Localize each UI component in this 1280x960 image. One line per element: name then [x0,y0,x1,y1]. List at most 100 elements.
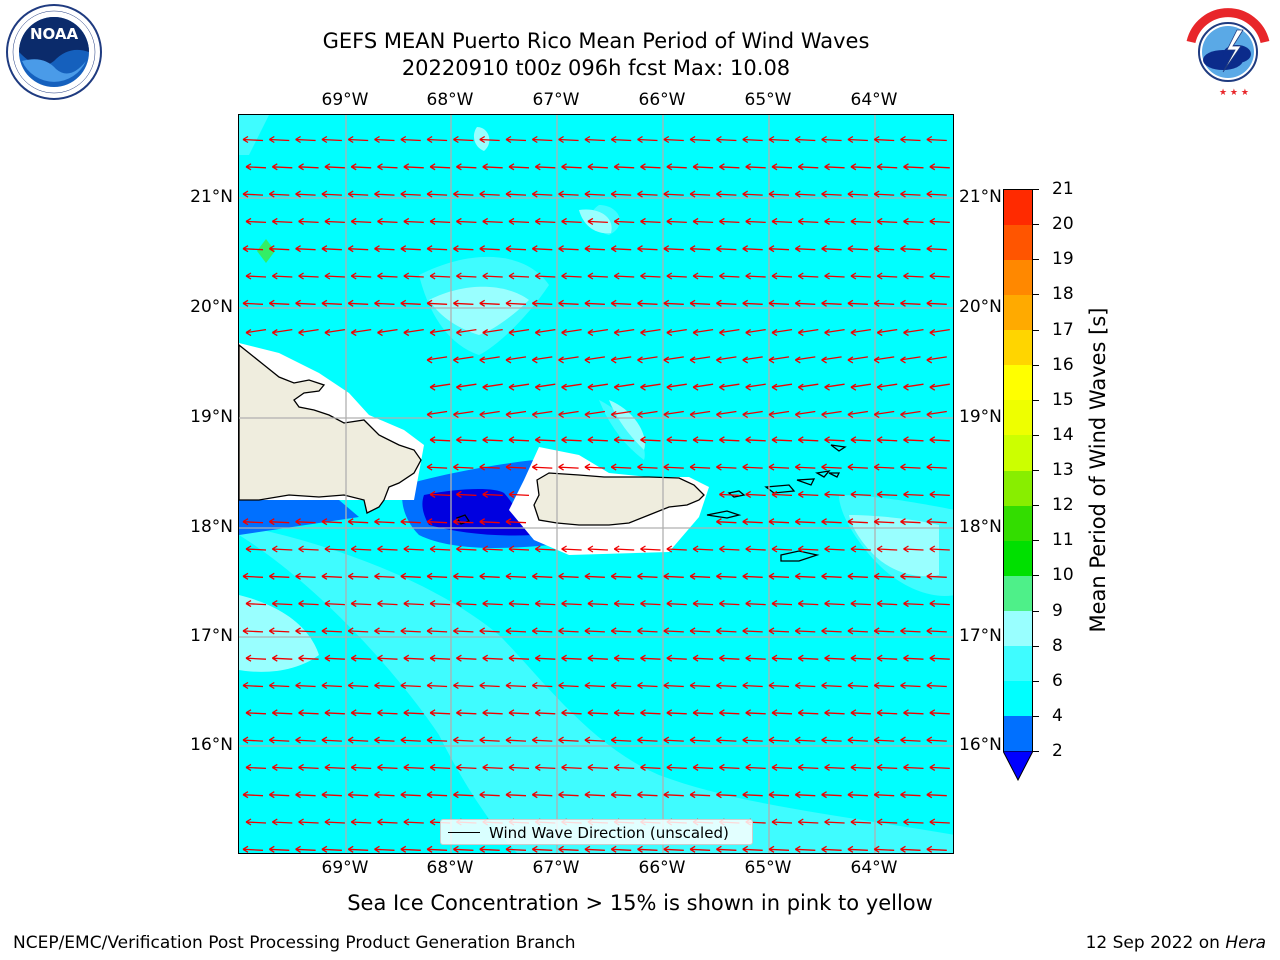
wave-direction-arrow [610,845,632,853]
wave-direction-arrow [505,356,527,364]
wave-direction-arrow [771,328,793,337]
colorbar-tick-label: 21 [1052,179,1074,199]
wave-direction-arrow [663,356,684,364]
wave-direction-arrow [824,818,845,826]
lon-label-top: 69°W [321,90,369,110]
wave-direction-arrow [271,217,293,225]
wave-direction-arrow [324,818,345,826]
wave-direction-arrow [745,217,766,225]
wave-direction-arrow [821,572,842,580]
colorbar-segment [1004,260,1032,296]
wave-direction-arrow [400,627,421,635]
wave-direction-arrow [876,709,898,717]
wave-direction-arrow [298,217,319,225]
colorbar-tick-mark [1033,294,1039,296]
wave-direction-arrow [298,272,319,280]
wave-direction-arrow [794,518,816,526]
wave-direction-arrow [903,763,924,771]
wave-direction-arrow [637,736,658,744]
wave-direction-arrow [534,328,556,337]
wave-direction-arrow [768,845,790,853]
wave-direction-arrow [821,299,842,307]
period-8-9-regions [239,127,939,672]
wave-direction-arrow [610,299,632,307]
wave-direction-arrow [534,600,556,608]
wave-direction-arrow [821,190,842,198]
wave-direction-arrow [453,791,474,799]
wave-direction-arrow [768,463,790,471]
wave-direction-arrow [456,709,477,717]
wave-direction-arrow [482,709,503,717]
wave-direction-arrow [929,545,950,553]
colorbar-tick-mark [1033,470,1039,471]
wave-direction-arrow [242,736,264,744]
wind-wave-direction-arrows [242,135,950,853]
wave-direction-arrow [745,436,766,444]
wave-direction-arrow [873,845,895,853]
wave-direction-arrow [558,410,579,419]
colorbar-segment [1004,610,1032,646]
generation-date-text: 12 Sep 2022 on [1085,933,1226,953]
wave-direction-arrow [508,600,530,608]
lon-label-top: 68°W [426,90,474,110]
wave-direction-arrow [768,791,790,799]
lat-label-left: 19°N [190,407,233,427]
wave-direction-arrow [610,463,632,471]
wave-direction-arrow [453,245,474,253]
wave-direction-arrow [271,600,293,608]
wave-direction-arrow [716,736,737,744]
wave-direction-arrow [534,654,556,662]
wave-direction-arrow [926,845,947,853]
wave-direction-arrow [374,299,395,307]
wave-direction-arrow [374,190,395,198]
wave-direction-arrow [321,845,342,853]
colorbar-tick-mark [1033,259,1039,261]
wave-direction-arrow [347,190,369,198]
wave-direction-arrow [505,299,527,307]
wave-direction-arrow [719,436,740,444]
wave-direction-arrow [771,600,793,608]
wave-direction-arrow [584,135,605,144]
svg-text:★ ★ ★: ★ ★ ★ [1219,88,1249,98]
wave-direction-arrow [716,190,737,198]
wave-direction-arrow [689,572,711,580]
wave-direction-arrow [719,163,740,171]
wave-period-map [238,114,954,854]
wave-direction-arrow [689,356,711,364]
wave-direction-arrow [531,681,553,690]
wave-direction-arrow [926,463,947,471]
wave-direction-arrow [873,518,895,526]
wave-direction-arrow [663,736,684,744]
noaa-logo-text: NOAA [30,25,79,43]
wave-direction-arrow [850,490,871,498]
wave-direction-arrow [429,763,451,771]
wave-direction-arrow [531,845,553,853]
wave-direction-arrow [374,627,395,635]
wave-direction-arrow [850,600,871,608]
colorbar-tick-mark [1033,399,1039,401]
wave-direction-arrow [929,272,950,280]
wave-direction-arrow [719,217,740,225]
wave-direction-arrow [479,356,500,364]
wave-direction-arrow [692,272,714,280]
wave-direction-arrow [508,654,530,662]
wave-direction-arrow [876,654,898,662]
colorbar-tick-mark [1033,645,1039,647]
wave-direction-arrow [666,763,687,771]
wave-direction-arrow [929,600,950,608]
wave-direction-arrow [926,299,947,307]
lat-label-left: 16°N [190,735,233,755]
wave-direction-arrow [768,572,790,580]
wave-direction-arrow [716,135,737,144]
wave-direction-arrow [742,736,763,744]
wave-direction-arrow [245,818,267,826]
wave-direction-arrow [561,709,582,717]
wave-direction-arrow [663,845,684,853]
wave-direction-arrow [821,845,842,853]
wave-direction-arrow [374,245,395,253]
wave-direction-arrow [584,791,605,799]
wave-direction-arrow [794,410,816,419]
wave-direction-arrow [377,328,398,337]
wave-direction-arrow [666,436,687,444]
wave-direction-arrow [242,681,264,690]
